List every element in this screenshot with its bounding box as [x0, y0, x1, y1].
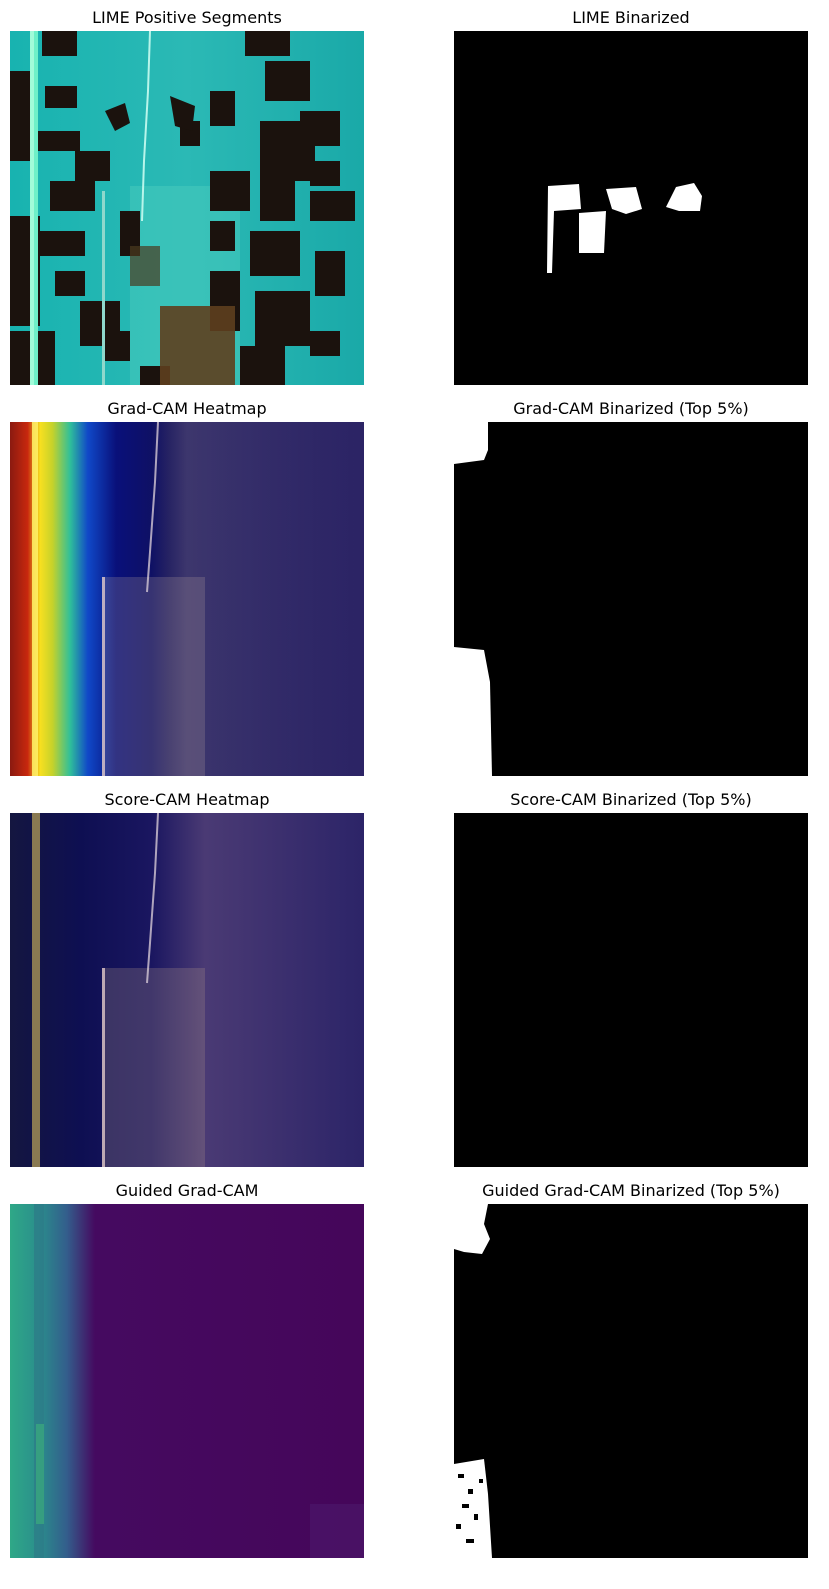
lime-binarized-image: [454, 31, 808, 385]
scorecam-binarized-title: Score-CAM Binarized (Top 5%): [510, 790, 752, 809]
guided-gradcam-title: Guided Grad-CAM: [115, 1181, 259, 1200]
gradcam-heatmap-image: [10, 422, 364, 776]
guided-gradcam-binarized-title: Guided Grad-CAM Binarized (Top 5%): [482, 1181, 780, 1200]
scorecam-heatmap-title: Score-CAM Heatmap: [104, 790, 270, 809]
scorecam-heatmap-image: [10, 813, 364, 1167]
gradcam-binarized-title: Grad-CAM Binarized (Top 5%): [513, 399, 749, 418]
gradcam-heatmap-title: Grad-CAM Heatmap: [107, 399, 267, 418]
lime-positive-image: [10, 31, 364, 385]
gradcam-binarized-image: [454, 422, 808, 776]
guided-gradcam-image: [10, 1204, 364, 1558]
guided-gradcam-binarized-image: [454, 1204, 808, 1558]
scorecam-binarized-image: [454, 813, 808, 1167]
lime-binarized-title: LIME Binarized: [572, 8, 690, 27]
lime-positive-title: LIME Positive Segments: [92, 8, 282, 27]
